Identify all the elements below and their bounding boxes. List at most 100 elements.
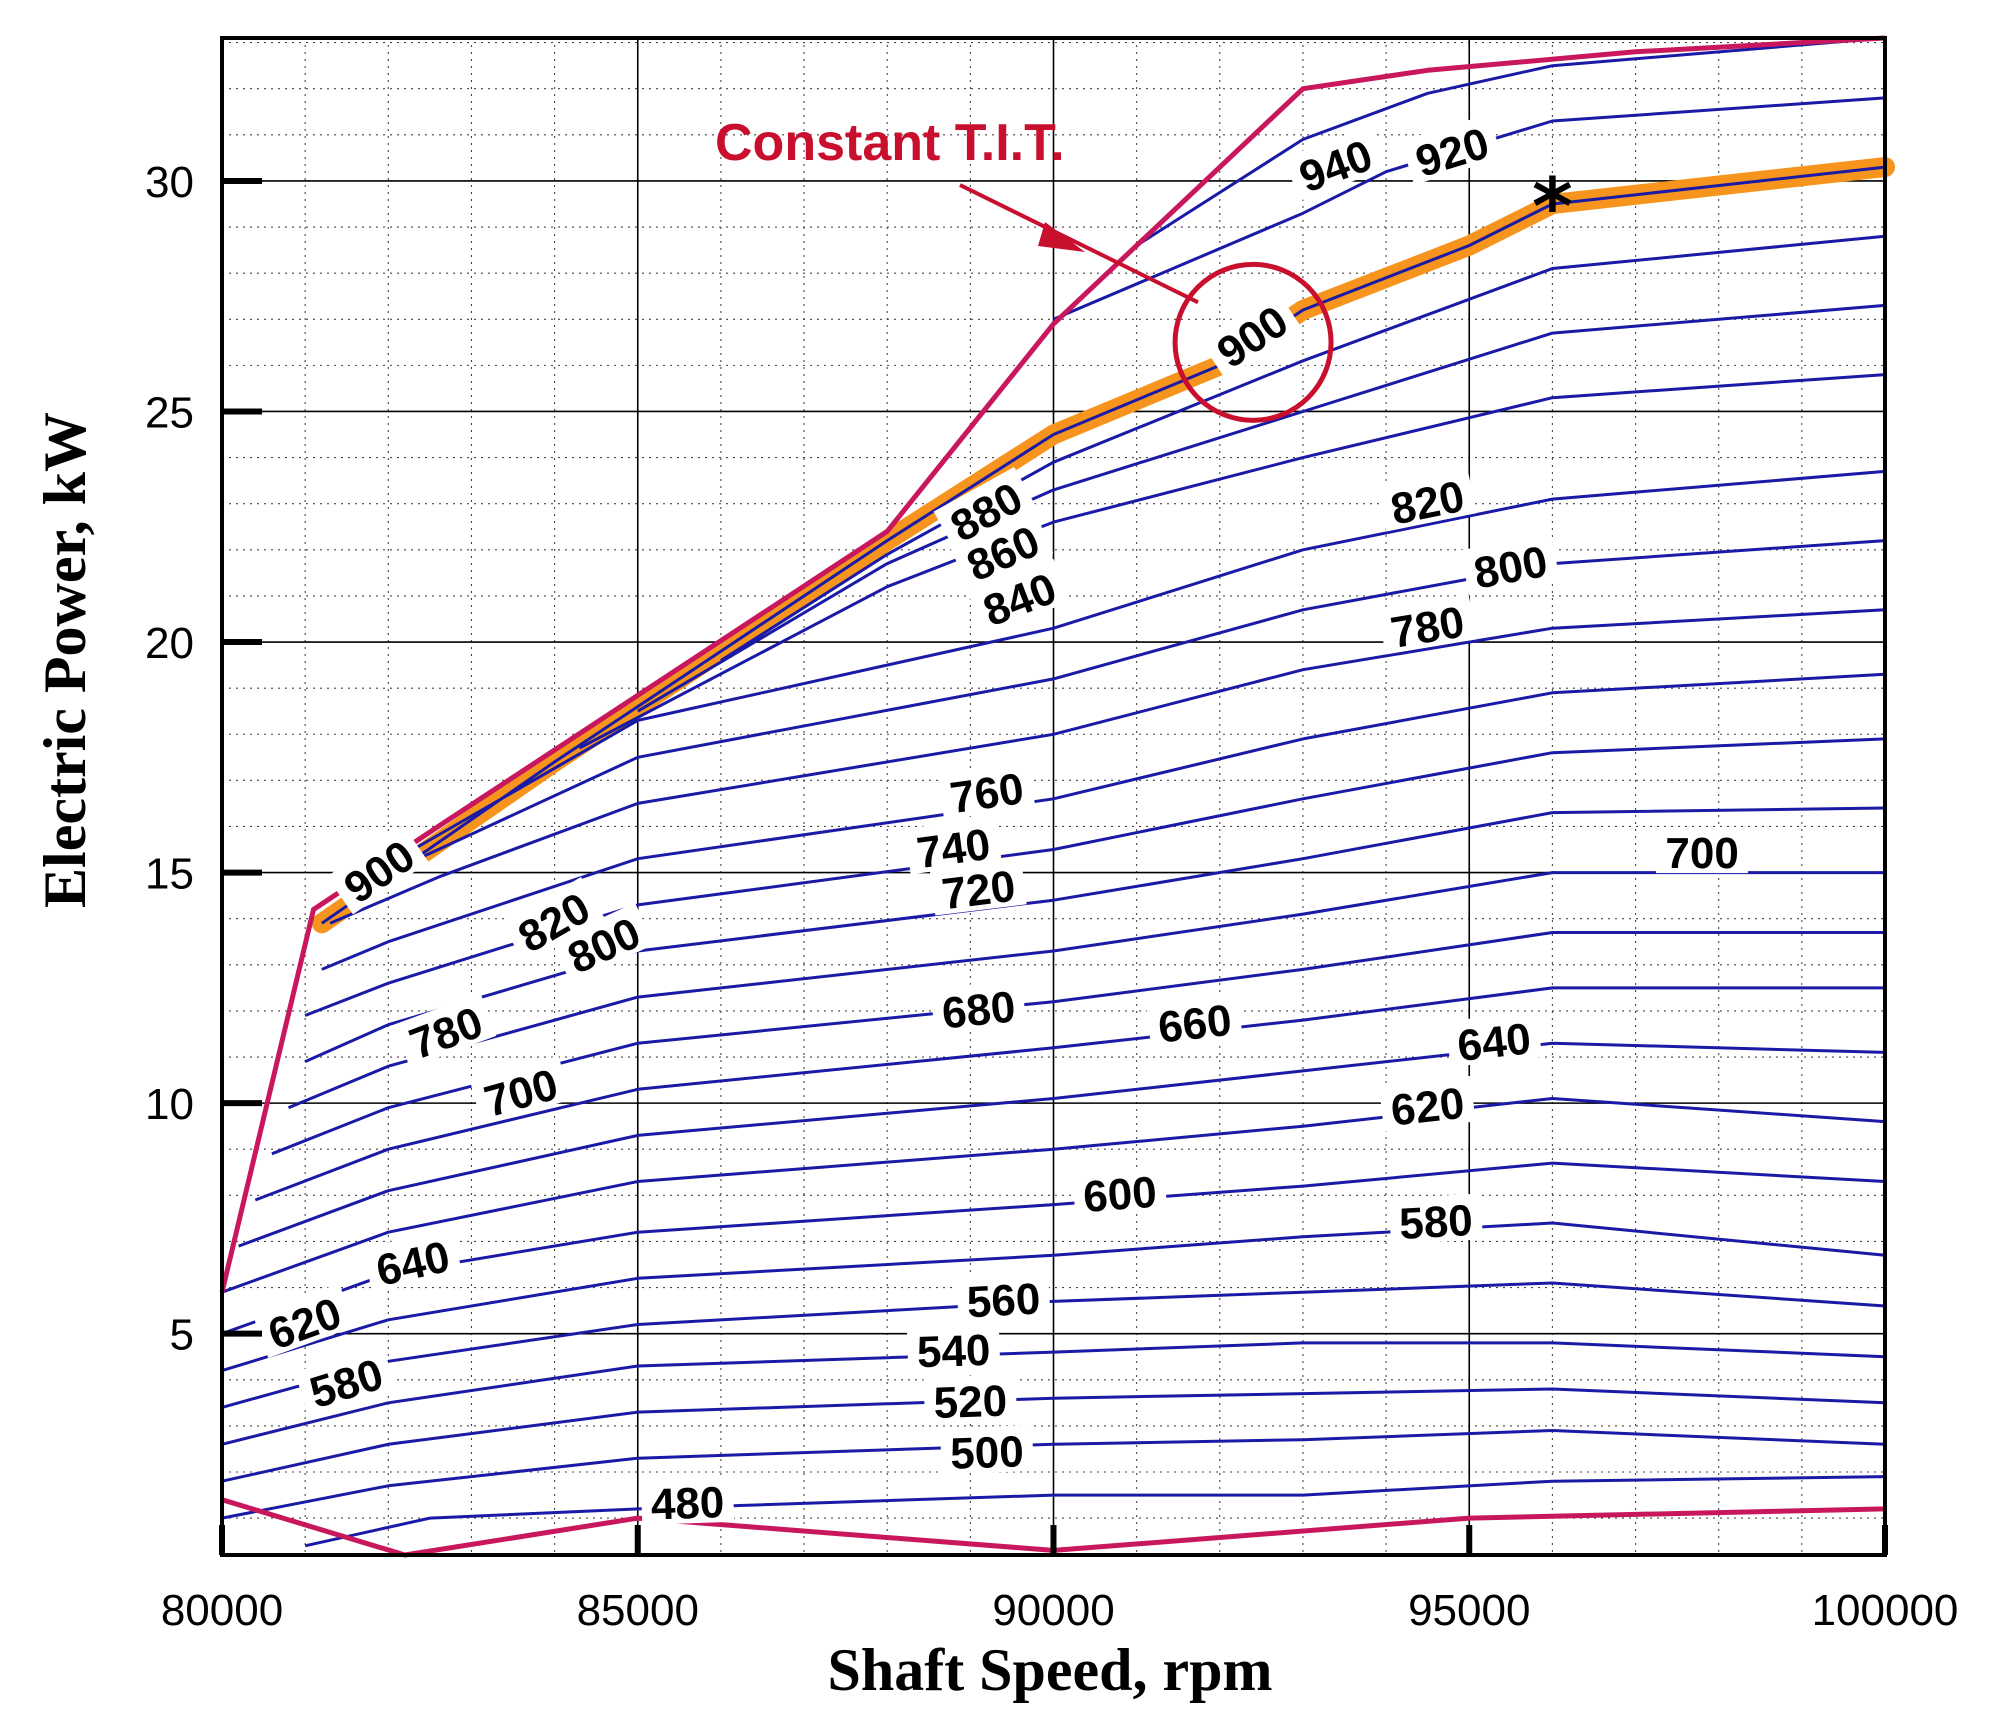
axis-ticks: 80000 85000 90000 95000 100000 5 10 15 20 25 30 [145,158,1958,1635]
contour-line-640 [238,1041,1886,1248]
contour-line-540 [221,1341,1886,1446]
contour-label-bg [294,1345,397,1417]
contour-label-text: 520 [933,1377,1008,1428]
contour-label-text: 780 [1387,598,1467,658]
contour-line-520 [221,1387,1886,1483]
contour-label-bg [904,816,1002,875]
contour-label-text: 660 [1156,996,1234,1053]
contour-label-text: 480 [650,1478,725,1529]
contour-label-bg [1377,468,1477,532]
y-tick-label: 15 [145,850,194,899]
annotation-circle [1172,261,1334,423]
contour-line-700 [287,871,1885,1110]
contour-line-740 [304,737,1886,1017]
contour-label-700: 700 [1656,827,1749,878]
contour-line-840 [578,373,1886,750]
annotation-text: Constant T.I.T. [715,114,1065,172]
contour-label-bg [1460,533,1560,596]
contour-line-800 [387,539,1886,874]
contour-label-bg [1283,125,1386,201]
contour-label-bg [1377,594,1477,655]
contour-label-bg [906,1323,1001,1373]
contour-line-620 [221,1097,1886,1294]
contour-line-820 [412,469,1886,851]
contour-label-bg [933,466,1037,552]
design-point-marker: * [1532,163,1573,253]
contour-label-bg [1379,1075,1476,1132]
contour-line-940 [1135,36,1886,247]
contour-label-bg [252,1283,355,1358]
contour-label-bg [1400,114,1503,185]
contour-label-bg [937,760,1036,820]
contour-label-680: 680 [930,979,1027,1038]
contour-label-bg [929,858,1027,916]
contour-line-480 [304,1475,1886,1548]
contour-label-bg [967,558,1070,635]
contour-label-bg [1199,289,1302,379]
contour-label-bg [393,992,497,1068]
contour-label-520: 520 [923,1374,1018,1428]
y-tick-label: 20 [145,619,194,668]
contour-label-bg [1656,827,1749,874]
contour-line-500 [221,1429,1886,1520]
contour-label-660: 660 [1146,992,1243,1053]
contour-label-580: 580 [1388,1193,1483,1249]
x-tick-label: 90000 [992,1586,1114,1635]
contour-label-560: 560 [956,1271,1051,1327]
contour-line-920 [1052,96,1886,321]
contour-label-text: 620 [1388,1079,1466,1136]
contour-label-bg [956,1271,1051,1323]
contour-label-text: 740 [914,820,993,878]
contour-label-500: 500 [940,1425,1034,1479]
contour-label-700: 700 [469,1055,571,1127]
operating-boundary-lower [221,1497,1886,1558]
x-tick-label: 85000 [577,1586,699,1635]
minor-grid [222,38,1885,1555]
contour-label-bg [940,1425,1034,1475]
contour-label-text: 560 [966,1274,1042,1327]
annotation-arrowhead [1038,222,1085,252]
contour-label-bg [1072,1165,1168,1218]
contour-label-480: 480 [640,1475,735,1530]
contour-label-text: 680 [940,982,1018,1038]
contour-label-720: 720 [929,858,1027,919]
contour-label-bg [640,1475,735,1525]
contour-label-text: 540 [916,1326,991,1377]
contour-label-text: 500 [949,1427,1024,1478]
contour-label-540: 540 [906,1323,1001,1377]
contour-line-660 [254,986,1885,1202]
contour-label-bg [1445,1011,1543,1068]
contour-line-860 [637,303,1886,713]
contour-label-780: 780 [393,992,497,1069]
contour-line-560 [221,1281,1886,1409]
contour-label-640: 640 [1445,1011,1543,1071]
contour-label-620: 620 [1379,1075,1476,1136]
contour-label-580: 580 [294,1345,397,1418]
annotation-pointer-line [959,183,1199,305]
contour-label-text: 580 [1398,1196,1474,1249]
contour-line-580 [221,1221,1886,1373]
y-axis-title: Electric Power, kW [32,412,98,908]
contour-label-bg [362,1228,463,1294]
x-axis-title: Shaft Speed, rpm [827,1637,1272,1703]
contour-label-bg [950,511,1054,591]
x-tick-label: 80000 [161,1586,283,1635]
contour-label-bg [930,979,1027,1035]
contour-label-text: 760 [947,764,1027,823]
contour-label-text: 700 [1665,829,1738,878]
y-tick-label: 10 [145,1080,194,1129]
contour-label-740: 740 [904,816,1002,878]
contour-label-bg [1388,1193,1483,1245]
contour-label-bg [923,1374,1018,1424]
contour-line-880 [720,234,1886,662]
y-tick-label: 30 [145,158,194,207]
x-tick-label: 100000 [1812,1586,1959,1635]
contour-label-text: 600 [1082,1168,1159,1222]
contour-line-680 [271,931,1885,1156]
contour-label-bg [551,902,655,983]
contour-label-text: 640 [1455,1014,1533,1071]
contour-label-760: 760 [937,760,1036,823]
y-tick-label: 25 [145,388,194,437]
contour-label-bg [469,1055,571,1125]
